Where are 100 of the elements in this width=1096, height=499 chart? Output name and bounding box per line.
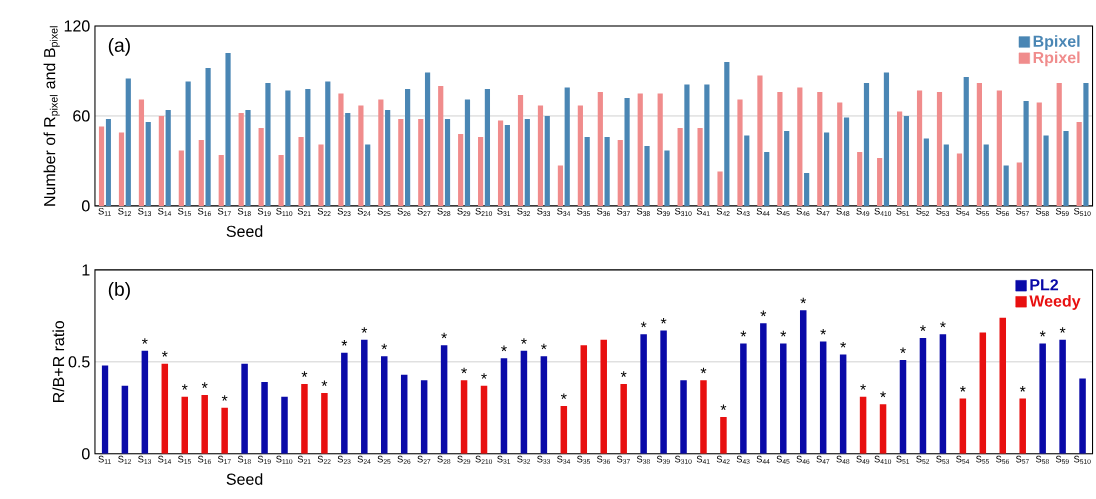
data-label: * [860,384,866,390]
legend-label: Bpixel [1033,35,1080,51]
bar [438,86,444,207]
x-tick-label: S$_{13}$ [138,208,152,217]
x-tick-label: S$_{39}$ [656,208,670,217]
bar [664,150,670,207]
data-label: * [201,382,208,389]
bar [341,352,348,454]
bar [125,78,131,207]
bar [544,116,550,207]
x-tick-label: S$_{44}$ [756,208,770,216]
y-tick-label: 1 [82,264,90,276]
x-tick-label: S$_{19}$ [257,208,271,217]
x-tick-label: S$_{38}$ [636,208,650,217]
x-tick-label: S$_{27}$ [417,455,431,464]
x-tick-label: S$_{12}$ [118,455,132,464]
x-tick-label: S$_{37}$ [616,455,630,464]
bar [697,128,703,207]
x-tick-label: S$_{15}$ [178,455,191,464]
bar [899,360,907,454]
bar [458,134,464,207]
data-label: * [959,386,966,392]
legend-label: Weedy [1029,295,1081,311]
bar [484,89,491,207]
bar [903,116,909,207]
x-tick-label: S$_{28}$ [437,208,451,217]
x-tick-label: S$_{52}$ [916,208,930,217]
x-tick-label: S$_{18}$ [237,455,251,464]
bar [500,358,508,454]
data-label: * [541,343,547,350]
bar [879,404,887,454]
bar [996,90,1002,207]
bar [198,140,204,207]
bar [799,310,807,454]
data-label: * [1019,386,1026,392]
data-label: * [141,338,148,344]
bar [245,110,251,207]
bar [700,380,707,454]
x-tick-label: S$_{43}$ [736,208,750,217]
bar [717,171,723,207]
x-tick-label: S$_{43}$ [736,455,750,464]
bar [597,92,603,207]
bar [460,380,468,454]
data-label: * [820,329,827,335]
data-label: * [880,391,886,398]
data-label: * [720,404,727,411]
bar [979,332,987,454]
data-label: * [221,395,228,401]
bar [1019,398,1026,454]
bar [118,132,125,207]
x-tick-label: S$_{17}$ [217,208,231,216]
x-tick-label: S$_{310}$ [674,455,692,464]
bar [1016,162,1022,207]
x-tick-label: S$_{56}$ [996,455,1009,464]
bar [1039,343,1046,454]
data-label: * [461,367,467,374]
x-tick-label: S$_{210}$ [475,208,493,217]
y-tick-label: 60 [73,110,90,122]
x-tick-label: S$_{57}$ [1015,208,1029,217]
bar [640,334,647,454]
bar [145,122,151,207]
x-tick-label: S$_{53}$ [936,208,950,217]
x-tick-label: S$_{54}$ [956,208,970,217]
bar [520,350,528,454]
x-tick-label: S$_{48}$ [836,455,850,464]
x-tick-label: S$_{510}$ [1073,455,1091,464]
bar [1063,131,1069,207]
bar [604,137,610,207]
data-label: * [361,327,368,333]
bar [923,138,929,207]
bar [956,153,963,207]
x-tick-label: S$_{16}$ [197,208,211,217]
bar [98,126,105,207]
x-tick-label: S$_{32}$ [517,208,531,217]
bar [859,396,867,454]
bar [1083,83,1089,207]
bar [1023,101,1029,207]
bar [877,158,883,207]
bar [537,105,544,207]
x-tick-label: S$_{24}$ [357,208,371,217]
x-tick-label: S$_{29}$ [457,208,471,217]
bar [218,155,224,207]
legend-label: PL2 [1030,279,1059,291]
x-tick-label: S$_{34}$ [557,455,571,464]
bar [138,99,145,207]
bar [1079,378,1086,454]
bar [660,330,667,454]
bar [1043,135,1049,207]
bar [784,131,790,207]
bar [1076,122,1082,207]
bar [1059,339,1066,454]
bar [325,81,331,207]
bar [161,363,169,454]
x-tick-label: S$_{14}$ [158,208,172,216]
bar [557,165,564,207]
x-tick-label: S$_{17}$ [217,455,231,464]
annotation: (b) [108,282,130,300]
x-tick-label: S$_{47}$ [816,455,830,464]
bar [365,144,371,207]
x-tick-label: S$_{21}$ [297,208,311,217]
